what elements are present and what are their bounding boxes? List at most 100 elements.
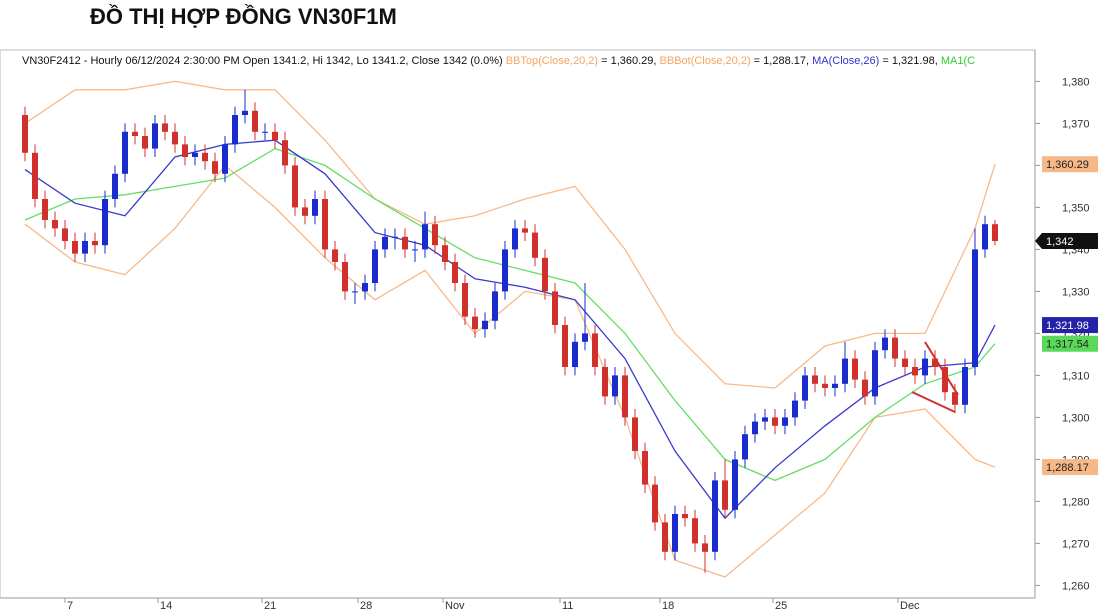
candle-body [312,199,318,216]
candle-body [532,232,538,258]
candle-body [72,241,78,254]
candle-body [742,434,748,460]
candle-body [152,123,158,149]
candle-body [392,236,398,238]
info-segment: BBTop(Close,20,2) [506,55,598,67]
candle-body [712,480,718,552]
candle-body [572,341,578,367]
candle-body [372,249,378,283]
info-segment: = 1,288.17, [751,55,812,67]
candle-body [682,514,688,519]
price-label: 1,321.98 [1046,320,1089,332]
candle-body [242,110,248,115]
indicator-line [24,139,996,520]
candle-body [772,417,778,426]
candle-body [22,115,28,153]
candle-body [652,484,658,523]
price-label-box [1042,317,1098,334]
candle-body [482,320,488,330]
candle-body [132,131,138,136]
candle-body [222,144,228,174]
y-tick-label: 1,300 [1062,412,1090,424]
candle-body [232,115,238,145]
candle-body [272,131,278,141]
candle-body [632,417,638,451]
candle-body [142,136,148,149]
x-tick-label: 14 [160,600,172,612]
candle-body [892,337,898,359]
candle-body [782,417,788,426]
candle-body [692,518,698,544]
candle-body [962,367,968,405]
candle-body [462,283,468,317]
candle-body [172,131,178,145]
candle-body [512,228,518,250]
candle-body [472,316,478,330]
x-tick-label: 28 [360,600,372,612]
price-label-box [1042,156,1098,173]
x-tick-label: 25 [775,600,787,612]
candle-body [492,291,498,321]
candle-body [732,459,738,510]
candle-body [592,333,598,367]
candle-body [992,224,998,241]
candle-body [882,337,888,351]
candle-body [362,283,368,292]
info-segment: BBBot(Close,20,2) [660,55,751,67]
candle-body [52,220,58,229]
x-tick-label: 18 [662,600,674,612]
candle-body [62,228,68,241]
candle-body [432,224,438,246]
candle-body [212,161,218,174]
x-tick-label: Nov [445,600,465,612]
candle-body [202,152,208,162]
candle-body [582,333,588,342]
candle-body [342,262,348,292]
candle-body [862,379,868,397]
x-tick-label: Dec [900,600,920,612]
y-tick-label: 1,330 [1062,286,1090,298]
indicator-line [24,147,996,482]
x-tick-label: 21 [264,600,276,612]
candle-body [332,249,338,262]
axes: 1,2601,2701,2801,2901,3001,3101,3201,330… [64,76,1098,612]
candle-body [642,451,648,485]
candle-body [522,228,528,233]
candle-body [182,144,188,157]
candle-body [982,224,988,250]
candle-body [622,375,628,418]
candle-body [282,140,288,166]
candle-body [112,173,118,199]
candle-body [122,131,128,174]
candle-body [92,241,98,246]
candle-body [602,367,608,397]
candle-body [932,358,938,367]
candle-body [382,236,388,250]
candle-body [852,358,858,380]
price-label: 1,317.54 [1046,339,1089,351]
candle-body [872,350,878,397]
candle-body [842,358,848,384]
plot [22,80,998,578]
candle-body [412,249,418,251]
candle-body [82,241,88,254]
info-segment: VN30F2412 - Hourly 06/12/2024 2:30:00 PM… [22,55,506,67]
y-tick-label: 1,260 [1062,580,1090,592]
y-tick-label: 1,370 [1062,118,1090,130]
candle-body [552,291,558,325]
candle-body [322,199,328,250]
price-label-arrow [1035,233,1042,249]
candle-body [292,165,298,208]
info-segment: MA(Close,26) [812,55,879,67]
x-tick-label: 11 [562,600,573,612]
price-label: 1,342 [1046,236,1074,248]
candle-body [762,417,768,422]
candle-body [402,236,408,250]
candle-body [832,383,838,388]
candle-body [912,367,918,376]
price-label: 1,288.17 [1046,462,1089,474]
candle-body [352,291,358,293]
trend-line [911,391,956,413]
price-label-box [1042,233,1098,249]
